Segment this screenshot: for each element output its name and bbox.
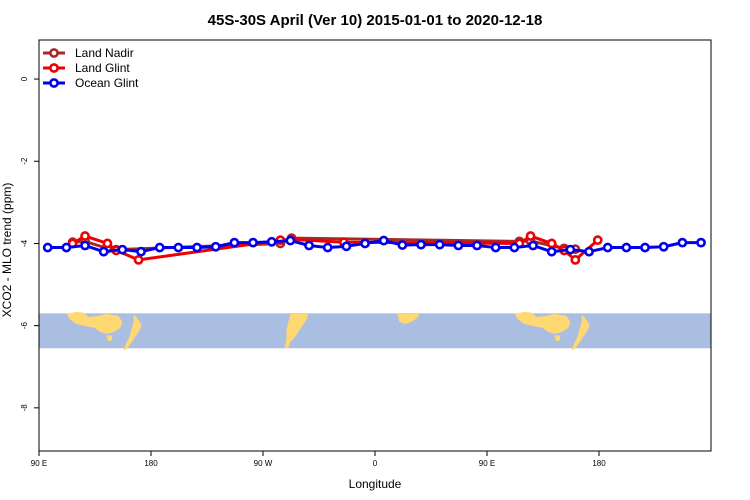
data-point-ocean-glint bbox=[434, 239, 445, 250]
data-point-land-glint bbox=[546, 238, 557, 249]
legend-marker-land-nadir bbox=[49, 48, 59, 58]
x-axis-label: Longitude bbox=[349, 477, 402, 491]
x-tick-label: 0 bbox=[373, 459, 378, 468]
y-tick-label: -2 bbox=[20, 157, 29, 165]
chart-title: 45S-30S April (Ver 10) 2015-01-01 to 202… bbox=[208, 12, 543, 29]
data-point-ocean-glint bbox=[696, 237, 706, 248]
legend-marker-ocean-glint bbox=[49, 78, 59, 88]
data-point-ocean-glint bbox=[192, 242, 202, 253]
data-point-ocean-glint bbox=[378, 235, 389, 246]
land-new-zealand bbox=[123, 314, 142, 351]
data-point-ocean-glint bbox=[229, 237, 240, 248]
x-tick-label: 90 E bbox=[479, 459, 495, 468]
data-point-ocean-glint bbox=[546, 246, 557, 257]
legend-label-land-nadir: Land Nadir bbox=[75, 46, 134, 60]
data-point-ocean-glint bbox=[528, 240, 538, 251]
data-point-ocean-glint bbox=[565, 244, 576, 255]
data-point-land-glint bbox=[80, 231, 90, 241]
data-point-land-glint bbox=[102, 238, 113, 249]
data-point-ocean-glint bbox=[61, 242, 72, 253]
data-point-ocean-glint bbox=[640, 242, 650, 253]
data-point-ocean-glint bbox=[42, 242, 53, 253]
land-southern-africa bbox=[397, 313, 420, 324]
coastline-map-band bbox=[39, 311, 711, 351]
land-australia bbox=[66, 311, 123, 334]
x-tick-label: 180 bbox=[592, 459, 606, 468]
data-point-ocean-glint bbox=[621, 242, 632, 253]
y-tick-label: -6 bbox=[20, 322, 29, 330]
x-axis: 90 E 180 90 W 0 90 E 180 bbox=[31, 451, 606, 468]
x-tick-label: 90 W bbox=[254, 459, 273, 468]
y-axis: 0 -2 -4 -6 -8 bbox=[20, 76, 39, 411]
data-point-ocean-glint bbox=[117, 244, 128, 255]
data-point-ocean-glint bbox=[584, 246, 594, 257]
y-tick-label: 0 bbox=[20, 76, 29, 81]
data-point-ocean-glint bbox=[472, 240, 482, 251]
data-point-ocean-glint bbox=[322, 242, 333, 253]
data-point-land-glint bbox=[570, 254, 581, 265]
data-point-ocean-glint bbox=[304, 240, 314, 251]
data-point-ocean-glint bbox=[658, 241, 669, 252]
land-new-zealand bbox=[571, 314, 590, 351]
data-point-ocean-glint bbox=[154, 242, 165, 253]
data-point-ocean-glint bbox=[509, 242, 520, 253]
y-tick-label: -8 bbox=[20, 404, 29, 412]
data-point-ocean-glint bbox=[397, 240, 408, 250]
data-point-ocean-glint bbox=[173, 242, 184, 253]
data-point-ocean-glint bbox=[416, 239, 426, 250]
data-point-ocean-glint bbox=[266, 236, 277, 247]
data-point-land-glint bbox=[525, 231, 536, 241]
data-point-ocean-glint bbox=[490, 242, 501, 253]
x-tick-label: 180 bbox=[144, 459, 158, 468]
data-point-ocean-glint bbox=[602, 242, 613, 253]
data-point-ocean-glint bbox=[98, 246, 109, 257]
data-point-ocean-glint bbox=[248, 237, 258, 248]
y-axis-label: XCO2 - MLO trend (ppm) bbox=[0, 183, 14, 318]
legend-label-land-glint: Land Glint bbox=[75, 61, 130, 75]
data-point-ocean-glint bbox=[360, 238, 370, 249]
data-point-land-glint bbox=[133, 254, 144, 265]
land-australia bbox=[514, 311, 571, 334]
data-point-ocean-glint bbox=[136, 246, 146, 257]
land-south-america bbox=[284, 313, 309, 348]
data-point-land-glint bbox=[592, 235, 603, 246]
legend-label-ocean-glint: Ocean Glint bbox=[75, 76, 139, 90]
x-tick-label: 90 E bbox=[31, 459, 47, 468]
series-layer bbox=[42, 231, 706, 265]
data-point-ocean-glint bbox=[210, 241, 221, 252]
data-point-ocean-glint bbox=[285, 235, 296, 246]
data-point-ocean-glint bbox=[453, 240, 464, 251]
land-tasmania bbox=[554, 335, 561, 342]
land-tasmania bbox=[106, 335, 113, 342]
y-tick-label: -4 bbox=[20, 239, 29, 247]
legend-marker-land-glint bbox=[49, 63, 59, 73]
ocean-band bbox=[39, 313, 711, 349]
data-point-ocean-glint bbox=[80, 240, 90, 251]
data-point-ocean-glint bbox=[677, 237, 688, 248]
data-point-ocean-glint bbox=[341, 241, 352, 252]
